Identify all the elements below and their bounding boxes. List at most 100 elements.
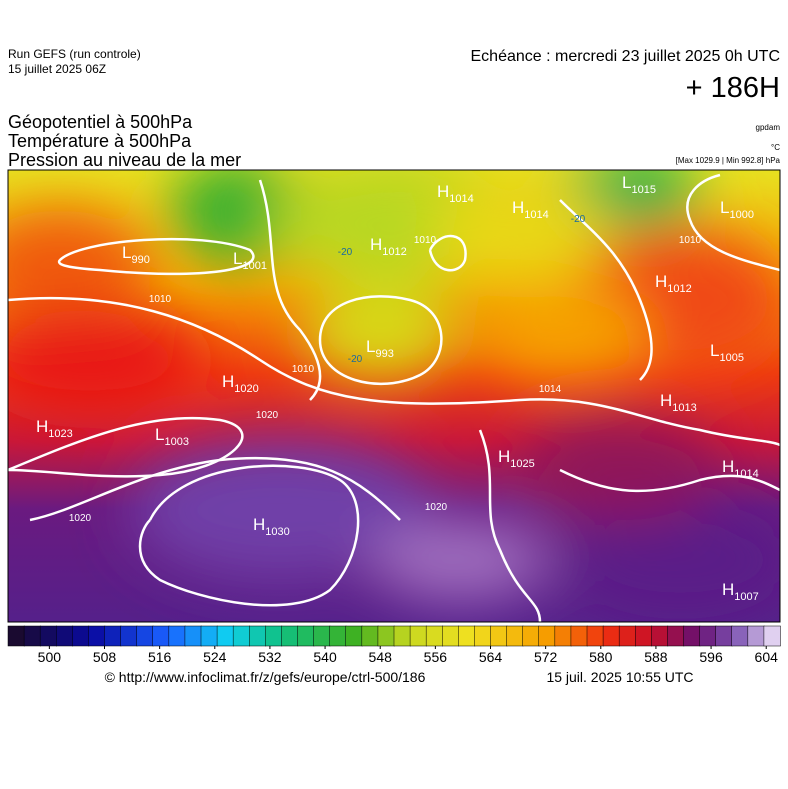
center-value: 1020 — [234, 383, 258, 395]
unit: [Max 1029.9 | Min 992.8] hPa — [676, 156, 781, 165]
colorbar-cell — [602, 625, 620, 647]
center-kind: H — [660, 391, 672, 410]
generated-time: 15 juil. 2025 10:55 UTC — [546, 669, 693, 685]
colorbar-cell — [39, 625, 58, 647]
colorbar-cell — [554, 625, 572, 647]
center-value: 1025 — [510, 458, 534, 470]
colorbar-cell — [232, 625, 251, 647]
colorbar-cell — [538, 625, 556, 647]
center-kind: L — [366, 337, 375, 356]
map-area: 1010 1010 1010 1020 1020 1020 1014 1010 -20 -20 -2… — [8, 170, 780, 622]
center-kind: H — [655, 272, 667, 291]
colorbar-cell — [490, 625, 508, 647]
colorbar-cell — [88, 625, 106, 647]
colorbar-cell — [409, 625, 427, 647]
center-value: 1005 — [719, 352, 743, 364]
lead-time: + 186H — [686, 72, 780, 104]
colorbar-tick-label: 548 — [369, 649, 393, 665]
colorbar-tick-label: 596 — [699, 649, 723, 665]
colorbar-cell — [651, 625, 669, 647]
field-name: Pression au niveau de la mer — [8, 150, 241, 170]
source-url: © http://www.infoclimat.fr/z/gefs/europe… — [105, 669, 426, 685]
colorbar: 500 508 516 524 532 540 548 556 564 572 580 588 596 6… — [7, 625, 781, 665]
center-kind: H — [222, 372, 234, 391]
contour-label: 1010 — [414, 235, 437, 246]
colorbar-cell — [458, 625, 476, 647]
colorbar-tick-label: 500 — [38, 649, 62, 665]
colorbar-cell — [425, 625, 443, 647]
colorbar-cell — [184, 625, 202, 647]
colorbar-tick-label: 556 — [424, 649, 448, 665]
contour-label: 1020 — [256, 410, 279, 421]
pressure-center: H1012 — [370, 235, 407, 258]
pressure-center: H1007 — [722, 580, 759, 603]
colorbar-cell — [747, 625, 765, 647]
colorbar-tick-label: 564 — [479, 649, 503, 665]
colorbar-cell — [763, 625, 781, 647]
center-value: 1030 — [265, 526, 289, 538]
pressure-center: H1025 — [498, 447, 535, 470]
colorbar-tick-label: 516 — [148, 649, 172, 665]
center-value: 1007 — [734, 591, 758, 603]
center-value: 990 — [131, 254, 149, 266]
colorbar-cell — [522, 625, 540, 647]
contour-label: 1014 — [539, 384, 562, 395]
contour-label: 1010 — [679, 235, 702, 246]
colorbar-cell — [136, 625, 154, 647]
colorbar-cell — [23, 625, 41, 647]
colorbar-cell — [474, 625, 492, 647]
center-kind: L — [122, 243, 131, 262]
colorbar-tick-label: 540 — [313, 649, 337, 665]
center-kind: H — [722, 580, 734, 599]
unit: °C — [771, 143, 780, 152]
center-value: 1014 — [524, 209, 548, 221]
colorbar-tick-label: 588 — [644, 649, 668, 665]
colorbar-cell — [216, 625, 234, 647]
center-value: 1000 — [729, 209, 753, 221]
run-date: 15 juillet 2025 06Z — [8, 62, 106, 76]
colorbar-cell — [104, 625, 122, 647]
colorbar-tick-label: 532 — [258, 649, 282, 665]
colorbar-cell — [56, 625, 74, 647]
pressure-center: L1015 — [622, 173, 656, 196]
colorbar-tick-label: 572 — [534, 649, 558, 665]
pressure-center: H1020 — [222, 372, 259, 395]
colorbar-cell — [152, 625, 170, 647]
center-value: 1012 — [382, 246, 406, 258]
colorbar-cell — [120, 625, 138, 647]
contour-label: 1010 — [149, 294, 172, 305]
colorbar-cell — [72, 625, 90, 647]
center-value: 1015 — [631, 184, 655, 196]
contour-label: 1020 — [425, 502, 448, 513]
colorbar-cell — [345, 625, 363, 647]
center-kind: H — [512, 198, 524, 217]
colorbar-cell — [281, 625, 299, 647]
colorbar-cell — [265, 625, 283, 647]
colorbar-tick-label: 508 — [93, 649, 117, 665]
contour-label: 1020 — [69, 513, 92, 524]
colorbar-cell — [699, 625, 717, 647]
pressure-center: H1014 — [512, 198, 549, 221]
colorbar-cell — [667, 625, 685, 647]
pressure-center: H1014 — [722, 457, 759, 480]
center-kind: L — [155, 425, 164, 444]
contour-label: -20 — [571, 214, 586, 225]
center-kind: H — [36, 417, 48, 436]
contour-label: -20 — [338, 247, 353, 258]
pressure-center: H1030 — [253, 515, 290, 538]
center-value: 1023 — [48, 428, 72, 440]
colorbar-cell — [361, 625, 379, 647]
pressure-center: L990 — [122, 243, 150, 266]
pressure-center: L1001 — [233, 249, 267, 272]
center-value: 1013 — [672, 402, 696, 414]
colorbar-cell — [393, 625, 411, 647]
colorbar-tick-label: 604 — [755, 649, 779, 665]
colorbar-cell — [297, 625, 315, 647]
colorbar-cell — [168, 625, 186, 647]
colorbar-cell — [683, 625, 701, 647]
field-name: Géopotentiel à 500hPa — [8, 112, 193, 132]
pressure-center: L1000 — [720, 198, 754, 221]
